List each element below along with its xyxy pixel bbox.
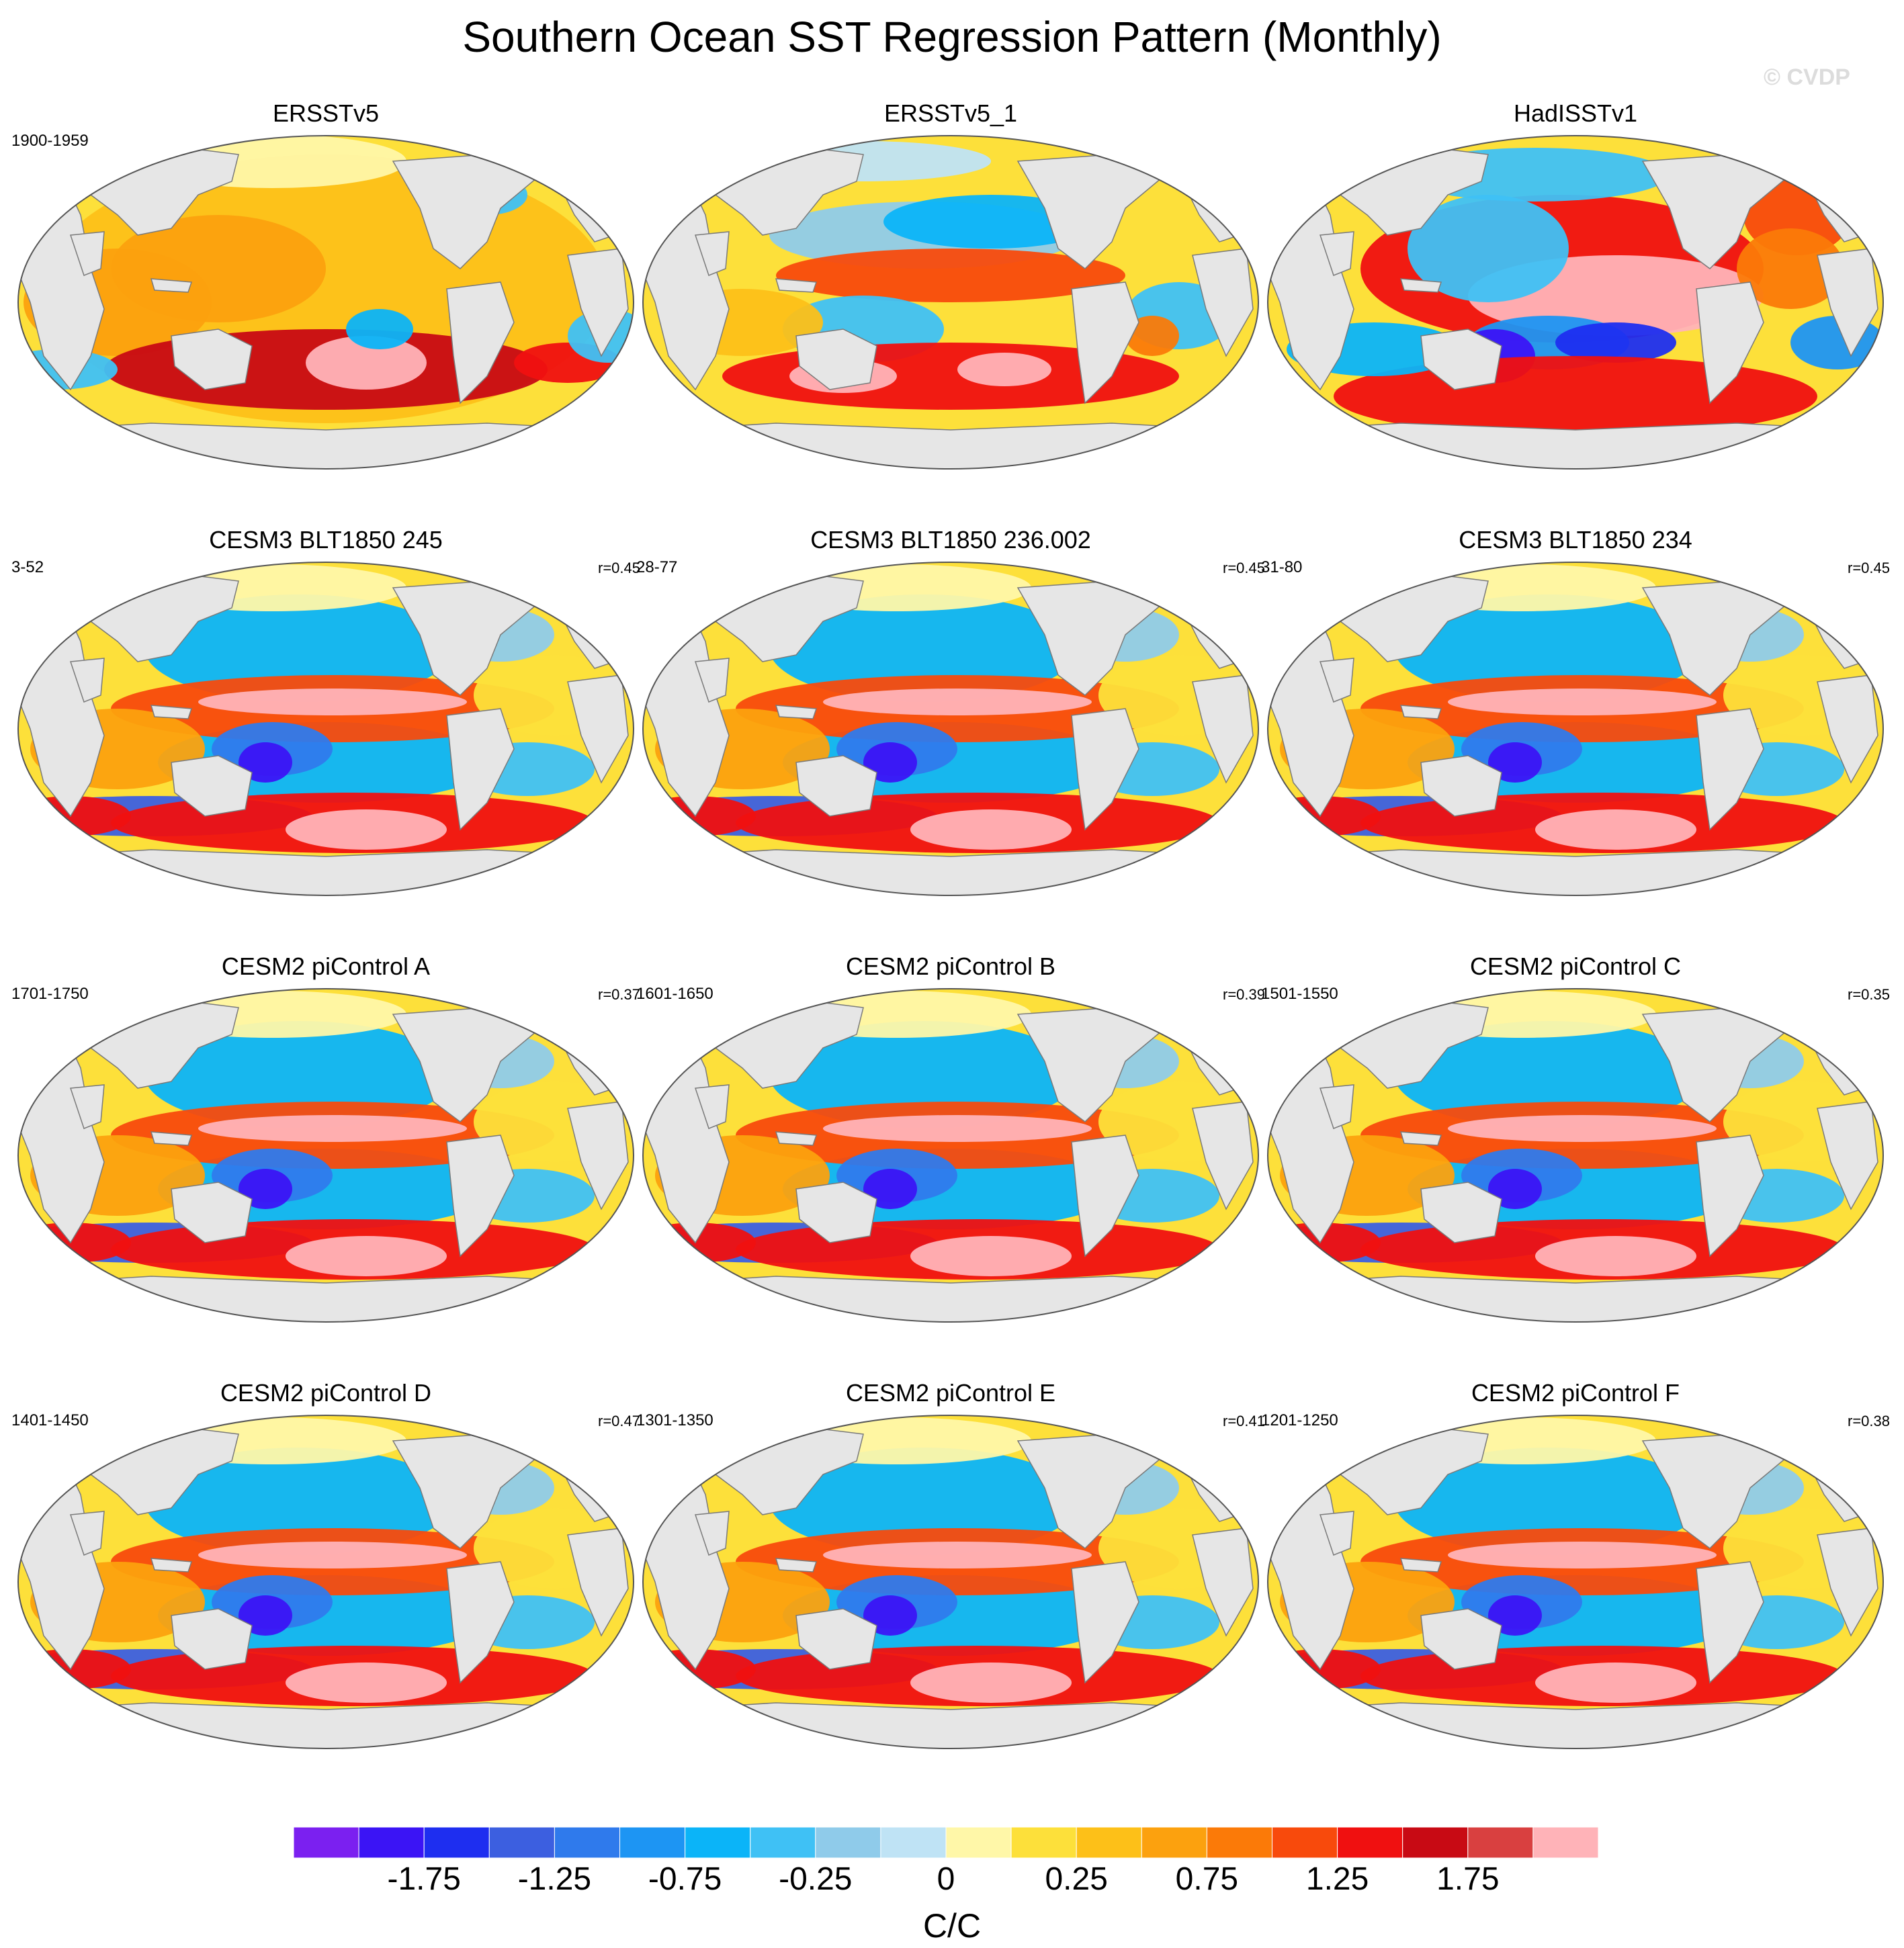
colorbar-swatch <box>685 1826 751 1859</box>
panel-title: CESM2 piControl F <box>1471 1379 1680 1407</box>
sst-regression-map <box>17 562 634 896</box>
figure-title: Southern Ocean SST Regression Pattern (M… <box>462 13 1442 61</box>
colorbar-units: C/C <box>922 1907 982 1945</box>
panel-title: CESM2 piControl E <box>845 1379 1056 1407</box>
colorbar-swatch <box>1272 1826 1338 1859</box>
panel-correlation: r=0.35 <box>1848 986 1890 1003</box>
colorbar-tick-label: -0.25 <box>779 1861 853 1897</box>
colorbar-swatch <box>750 1826 816 1859</box>
panel-correlation: r=0.45 <box>1848 560 1890 576</box>
panel-title: CESM3 BLT1850 234 <box>1459 526 1692 554</box>
panel-correlation: r=0.45 <box>1223 560 1265 576</box>
panel-period: 1301-1350 <box>636 1411 713 1429</box>
panel-title: CESM3 BLT1850 245 <box>209 526 443 554</box>
colorbar-tick-label: 0.25 <box>1045 1861 1108 1897</box>
colorbar-swatch <box>1467 1826 1534 1859</box>
colorbar-tick-label: 0 <box>937 1861 955 1897</box>
colorbar-swatch <box>1010 1826 1077 1859</box>
panel-title: ERSSTv5 <box>272 99 380 127</box>
sst-regression-map <box>642 988 1259 1323</box>
colorbar-swatch <box>945 1826 1012 1859</box>
colorbar-swatch <box>880 1826 947 1859</box>
panel-title: CESM2 piControl D <box>220 1379 432 1407</box>
panel-period: 1401-1450 <box>11 1411 89 1429</box>
panel-title: HadISSTv1 <box>1513 99 1638 127</box>
panel-period: 1201-1250 <box>1261 1411 1338 1429</box>
colorbar-tick-label: -1.25 <box>517 1861 592 1897</box>
colorbar-tick-label: -0.75 <box>648 1861 722 1897</box>
colorbar-tick-label: -1.75 <box>387 1861 461 1897</box>
colorbar-swatch <box>1141 1826 1207 1859</box>
colorbar-swatch <box>1532 1826 1599 1859</box>
panel-period: 1501-1550 <box>1261 985 1338 1003</box>
panel-correlation: r=0.39 <box>1223 986 1265 1003</box>
panel-correlation: r=0.41 <box>1223 1413 1265 1429</box>
panel-period: 3-52 <box>11 558 44 576</box>
panel-title: CESM2 piControl A <box>221 953 431 980</box>
panel-title: CESM2 piControl C <box>1469 953 1682 980</box>
panel-period: 1701-1750 <box>11 985 89 1003</box>
panel-title: CESM3 BLT1850 236.002 <box>810 526 1091 554</box>
panel-correlation: r=0.37 <box>598 986 640 1003</box>
sst-regression-map <box>1267 135 1884 470</box>
sst-regression-map <box>17 988 634 1323</box>
colorbar-swatch <box>423 1826 490 1859</box>
colorbar-swatch <box>293 1826 359 1859</box>
colorbar-tick-label: 0.75 <box>1175 1861 1239 1897</box>
colorbar-swatch <box>1337 1826 1403 1859</box>
cvdp-watermark: © CVDP <box>1764 64 1850 90</box>
colorbar-swatch <box>358 1826 425 1859</box>
sst-regression-map <box>1267 562 1884 896</box>
sst-regression-map <box>17 135 634 470</box>
colorbar-swatch <box>1206 1826 1273 1859</box>
panel-title: CESM2 piControl B <box>845 953 1056 980</box>
colorbar-swatch <box>554 1826 621 1859</box>
sst-regression-map <box>17 1415 634 1749</box>
colorbar-swatch <box>1076 1826 1142 1859</box>
colorbar-swatch <box>815 1826 881 1859</box>
colorbar-swatch <box>488 1826 555 1859</box>
panel-period: 31-80 <box>1261 558 1303 576</box>
sst-regression-map <box>1267 1415 1884 1749</box>
panel-correlation: r=0.47 <box>598 1413 640 1429</box>
panel-correlation: r=0.38 <box>1848 1413 1890 1429</box>
panel-period: 28-77 <box>636 558 678 576</box>
colorbar-tick-label: 1.75 <box>1436 1861 1500 1897</box>
sst-regression-map <box>642 1415 1259 1749</box>
sst-regression-map <box>642 135 1259 470</box>
panel-period: 1900-1959 <box>11 132 89 150</box>
panel-period: 1601-1650 <box>636 985 713 1003</box>
colorbar-tick-label: 1.25 <box>1305 1861 1369 1897</box>
panel-correlation: r=0.45 <box>598 560 640 576</box>
sst-regression-map <box>1267 988 1884 1323</box>
panel-title: ERSSTv5_1 <box>883 99 1018 127</box>
colorbar-swatch <box>1402 1826 1469 1859</box>
sst-regression-map <box>642 562 1259 896</box>
colorbar-swatch <box>619 1826 686 1859</box>
